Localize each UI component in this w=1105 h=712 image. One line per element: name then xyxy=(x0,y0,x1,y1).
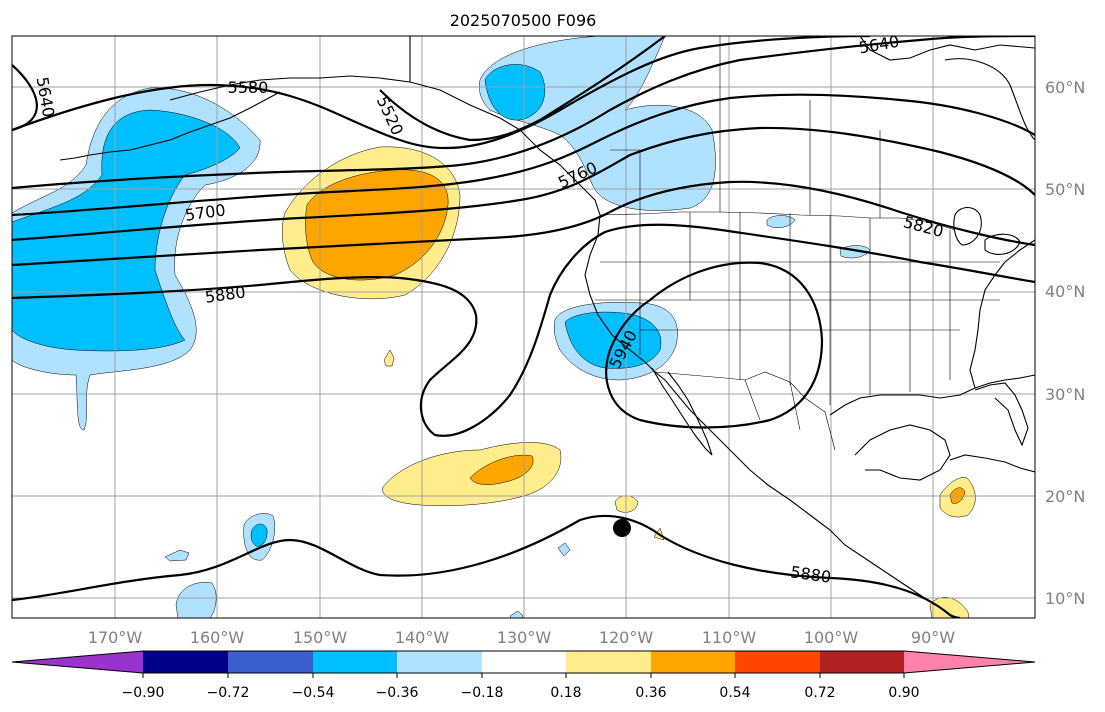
anomaly-region-hawaii-blue-core xyxy=(250,523,268,547)
colorbar-label-1: −0.90 xyxy=(122,685,165,701)
state-borders xyxy=(409,36,1000,451)
colorbar-ticks xyxy=(142,673,905,678)
colorbar-segment-6 xyxy=(566,651,651,673)
colorbar-extend-max xyxy=(904,651,1035,673)
colorbar-segment-5 xyxy=(482,651,566,673)
canada-province-borders xyxy=(610,36,881,218)
contour-5640 xyxy=(12,36,1035,190)
storm-center-marker xyxy=(613,519,631,537)
colorbar: −0.90 −0.72 −0.54 −0.36 −0.18 0.18 0.36 … xyxy=(11,650,1036,701)
us-interior-borders xyxy=(595,212,1000,405)
lon-label-160w: 160°W xyxy=(190,628,245,647)
colorbar-label-7: 0.36 xyxy=(635,685,666,701)
contour-5700 xyxy=(12,93,1035,217)
anomaly-region-southwest-blue xyxy=(175,582,217,618)
hudson-bay xyxy=(944,58,1035,141)
gulf-coast xyxy=(829,374,1035,416)
baja-california xyxy=(651,367,713,456)
colorbar-label-4: −0.36 xyxy=(376,685,419,701)
anomaly-region-alaska-mid xyxy=(484,64,546,121)
us-canada-border xyxy=(599,211,956,231)
anomaly-region-subtropic-mid xyxy=(469,454,534,485)
contour-5880-south xyxy=(12,514,961,618)
colorbar-segment-4 xyxy=(397,651,482,673)
map-content: 5640 5580 5520 5640 5700 5760 5820 5880 … xyxy=(12,32,1035,618)
colorbar-label-3: −0.54 xyxy=(292,685,335,701)
contour-5880-north xyxy=(12,223,1035,437)
aleutian-chain xyxy=(59,91,281,161)
lat-label-60n: 60°N xyxy=(1045,78,1085,97)
colorbar-label-8: 0.54 xyxy=(719,685,750,701)
map-frame xyxy=(11,35,1036,619)
contour-5580 xyxy=(12,36,871,150)
lat-label-40n: 40°N xyxy=(1045,282,1085,301)
us-mexico-border xyxy=(654,371,826,413)
anomaly-region-small-blue-3 xyxy=(766,215,796,228)
colorbar-label-6: 0.18 xyxy=(550,685,581,701)
colorbar-segment-7 xyxy=(651,651,735,673)
contour-label-5640-east: 5640 xyxy=(857,32,900,58)
anomaly-region-small-blue-1 xyxy=(164,549,190,562)
height-contours xyxy=(12,36,1035,618)
colorbar-label-9: 0.72 xyxy=(804,685,835,701)
lat-label-30n: 30°N xyxy=(1045,385,1085,404)
colorbar-label-5: −0.18 xyxy=(461,685,504,701)
lon-label-150w: 150°W xyxy=(293,628,348,647)
lon-label-110w: 110°W xyxy=(702,628,757,647)
yucatan xyxy=(854,424,951,481)
colorbar-label-10: 0.90 xyxy=(888,685,919,701)
lat-label-50n: 50°N xyxy=(1045,180,1085,199)
colorbar-segment-1 xyxy=(143,651,228,673)
contour-5820 xyxy=(12,180,1035,267)
colorbar-segment-9 xyxy=(820,651,904,673)
colorbar-extend-min xyxy=(12,651,143,673)
colorbar-label-2: −0.72 xyxy=(207,685,250,701)
alaska-peninsula xyxy=(169,75,411,101)
contour-label-5580: 5580 xyxy=(228,78,269,97)
colorbar-segment-2 xyxy=(228,651,313,673)
colorbar-segment-3 xyxy=(313,651,397,673)
florida xyxy=(974,382,1029,447)
contour-5760 xyxy=(12,126,1035,242)
lon-label-130w: 130°W xyxy=(497,628,552,647)
lon-label-120w: 120°W xyxy=(599,628,654,647)
anomaly-region-small-yellow-1 xyxy=(383,349,395,367)
latitude-labels: 60°N 50°N 40°N 30°N 20°N 10°N xyxy=(1045,78,1085,608)
lon-label-90w: 90°W xyxy=(911,628,955,647)
cuba xyxy=(949,454,1035,473)
lat-label-20n: 20°N xyxy=(1045,487,1085,506)
map-title: 2025070500 F096 xyxy=(450,11,597,30)
contour-5520 xyxy=(379,36,666,142)
contour-5940 xyxy=(605,261,824,429)
lon-label-100w: 100°W xyxy=(804,628,859,647)
longitude-labels: 170°W 160°W 150°W 140°W 130°W 120°W 110°… xyxy=(88,628,955,647)
contour-labels: 5640 5580 5520 5640 5700 5760 5820 5880 … xyxy=(33,32,946,587)
anomaly-region-california-mid xyxy=(564,311,662,369)
anomaly-region-goa-mid xyxy=(305,169,449,281)
colorbar-segment-8 xyxy=(735,651,820,673)
lon-label-170w: 170°W xyxy=(88,628,143,647)
lat-label-10n: 10°N xyxy=(1045,589,1085,608)
canada-coast-north xyxy=(859,36,1035,61)
lon-label-140w: 140°W xyxy=(395,628,450,647)
map-panel: 5640 5580 5520 5640 5700 5760 5820 5880 … xyxy=(11,32,1036,619)
west-coast xyxy=(584,214,936,606)
anomaly-region-small-blue-2 xyxy=(557,542,571,557)
